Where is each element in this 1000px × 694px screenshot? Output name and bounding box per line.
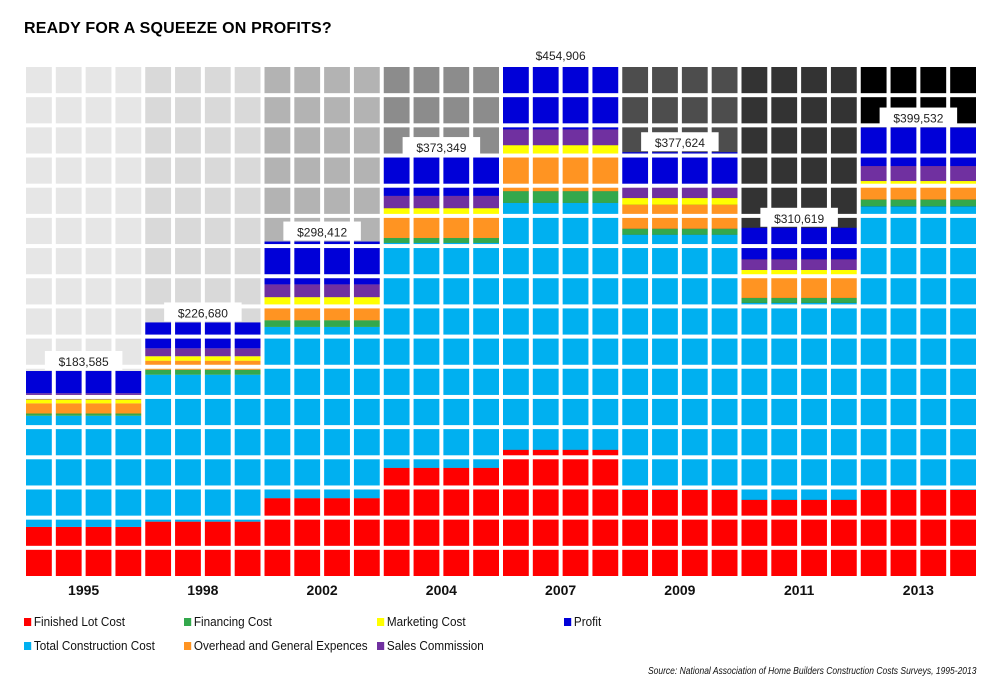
grid-gap-vertical	[648, 63, 653, 580]
legend-label: Financing Cost	[193, 614, 272, 629]
legend-label: Marketing Cost	[386, 614, 466, 629]
legend-swatch	[24, 641, 32, 650]
legend-item-overhead: Overhead and General Expences	[184, 638, 368, 653]
x-tick-label: 1995	[68, 582, 99, 598]
total-label: $377,624	[655, 136, 705, 150]
legend-item-profit: Profit	[564, 614, 601, 629]
total-label: $183,585	[59, 355, 109, 369]
total-label-background	[760, 207, 838, 227]
grid-gap-vertical	[439, 63, 444, 580]
grid-gap-vertical	[797, 63, 802, 580]
grid-gap-vertical	[171, 63, 176, 580]
grid-gap-horizontal	[22, 63, 980, 67]
grid-gap-horizontal	[22, 455, 980, 460]
grid-gap-vertical	[51, 63, 56, 580]
grid-gap-vertical	[469, 63, 474, 580]
grid-gap-vertical	[290, 63, 295, 580]
chart-title: READY FOR A SQUEEZE ON PROFITS?	[24, 20, 332, 37]
grid-gap-vertical	[81, 63, 86, 580]
total-label-background	[44, 351, 123, 371]
grid-gap-vertical	[767, 63, 772, 580]
grid-gap-vertical	[22, 63, 26, 580]
total-label: $399,532	[893, 112, 943, 126]
total-label: $310,619	[774, 212, 824, 226]
grid-gap-vertical	[260, 63, 265, 580]
grid-gap-vertical	[946, 63, 951, 580]
total-label: $454,906	[536, 49, 586, 63]
total-label-background	[164, 302, 242, 322]
total-label: $373,349	[416, 141, 466, 155]
grid-gap-horizontal	[22, 485, 980, 490]
grid-gap-vertical	[409, 63, 414, 580]
total-label: $226,680	[178, 306, 228, 320]
legend-label: Profit	[573, 614, 602, 629]
legend-label: Sales Commission	[386, 638, 484, 653]
grid-gap-horizontal	[22, 576, 980, 580]
x-tick-label: 2002	[307, 582, 338, 598]
grid-gap-vertical	[856, 63, 861, 580]
legend-swatch	[184, 641, 192, 650]
legend-swatch	[564, 617, 572, 626]
legend-swatch	[184, 617, 192, 626]
grid-gap-vertical	[737, 63, 742, 580]
grid-gap-vertical	[111, 63, 116, 580]
grid-gap-horizontal	[22, 425, 980, 430]
grid-gap-vertical	[320, 63, 325, 580]
x-tick-label: 2009	[664, 582, 695, 598]
legend-swatch	[377, 617, 385, 626]
total-label: $298,412	[297, 226, 347, 240]
grid-gap-horizontal	[22, 93, 980, 98]
legend-label: Finished Lot Cost	[33, 614, 125, 629]
x-tick-label: 2004	[426, 582, 457, 598]
grid-gap-vertical	[558, 63, 563, 580]
legend-label: Overhead and General Expences	[193, 638, 368, 653]
legend-item-financing: Financing Cost	[184, 614, 272, 629]
legend-swatch	[377, 641, 385, 650]
legend-item-construction: Total Construction Cost	[24, 638, 155, 653]
grid-gap-horizontal	[22, 244, 980, 249]
grid-gap-horizontal	[22, 183, 980, 188]
grid-gap-vertical	[588, 63, 593, 580]
x-tick-label: 2007	[545, 582, 576, 598]
grid-gap-vertical	[349, 63, 354, 580]
legend-item-marketing: Marketing Cost	[377, 614, 466, 629]
grid-gap-vertical	[379, 63, 384, 580]
total-label-background	[641, 132, 719, 152]
grid-gap-vertical	[886, 63, 891, 580]
grid-gap-vertical	[200, 63, 205, 580]
total-label-background	[402, 137, 481, 157]
grid-gap-vertical	[499, 63, 503, 580]
grid-gap-vertical	[618, 63, 623, 580]
grid-gap-horizontal	[22, 123, 980, 128]
legend-item-finished-lot: Finished Lot Cost	[24, 614, 125, 629]
grid-gap-horizontal	[22, 304, 980, 309]
grid-gap-vertical	[707, 63, 712, 580]
grid-gap-horizontal	[22, 515, 980, 520]
grid-gap-vertical	[528, 63, 533, 580]
grid-gap-horizontal	[22, 545, 980, 550]
grid-gap-vertical	[141, 63, 146, 580]
legend-item-sales-commission: Sales Commission	[377, 638, 484, 653]
grid-gap-vertical	[916, 63, 921, 580]
legend-label: Total Construction Cost	[33, 638, 155, 653]
grid-gap-horizontal	[22, 213, 980, 218]
grid-gap-vertical	[826, 63, 831, 580]
legend-swatch	[24, 617, 32, 626]
grid-gap-vertical	[976, 63, 980, 580]
grid-gap-horizontal	[22, 394, 980, 399]
grid-gap-horizontal	[22, 274, 980, 279]
grid-gap-vertical	[677, 63, 682, 580]
total-label-background	[879, 107, 958, 127]
grid-gap-horizontal	[22, 153, 980, 158]
grid-gap-horizontal	[22, 364, 980, 369]
x-tick-label: 2013	[903, 582, 934, 598]
x-tick-label: 2011	[784, 582, 815, 598]
total-label-background	[283, 221, 361, 241]
grid-gap-vertical	[230, 63, 235, 580]
source-note: Source: National Association of Home Bui…	[647, 666, 976, 677]
grid-gap-horizontal	[22, 334, 980, 339]
x-tick-label: 1998	[187, 582, 218, 598]
